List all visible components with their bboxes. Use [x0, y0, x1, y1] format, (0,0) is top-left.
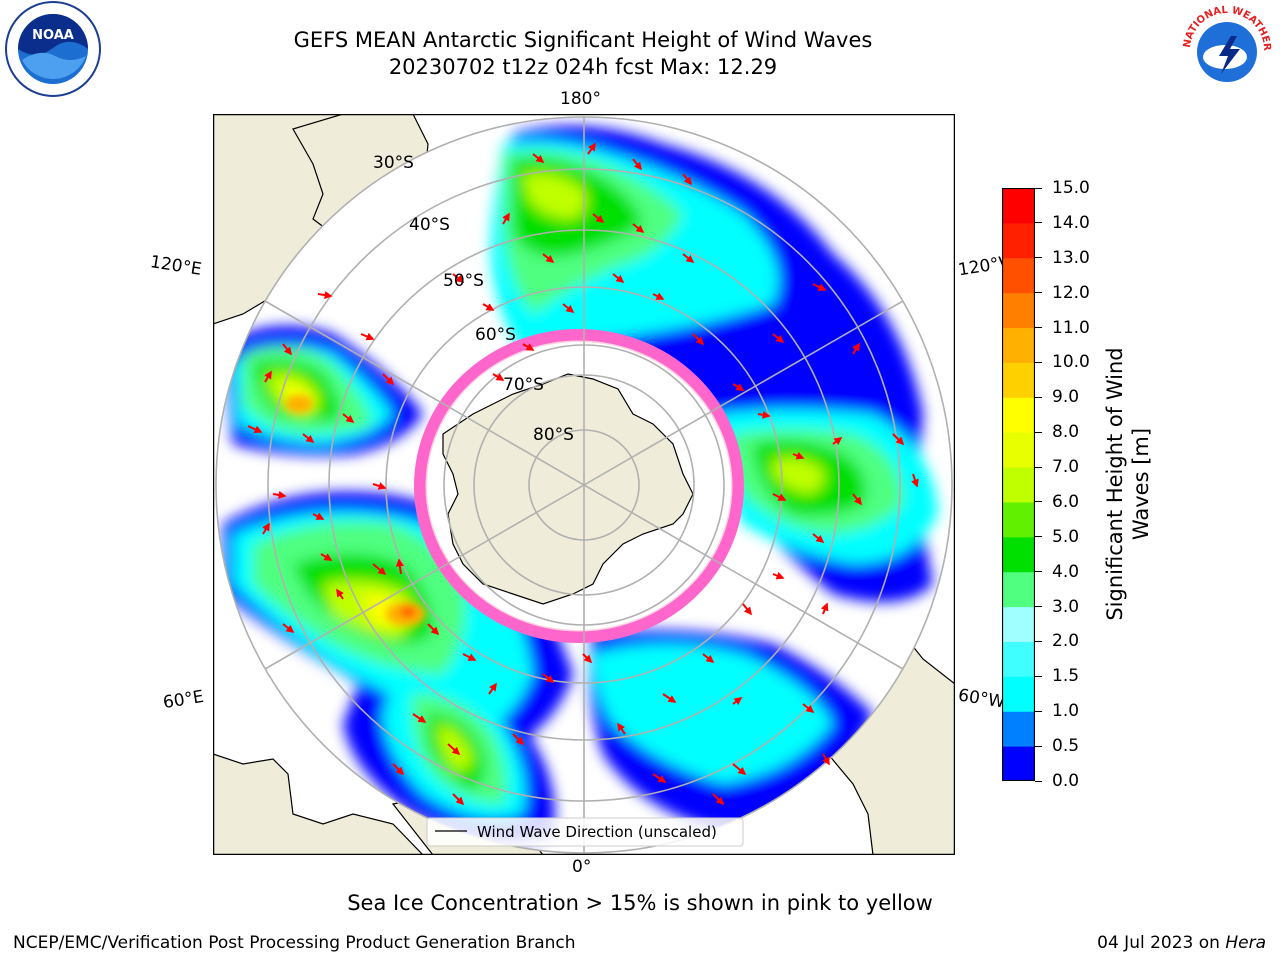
colorbar-tick-mark	[1035, 396, 1042, 398]
lon-label-60e: 60°E	[161, 686, 206, 714]
map-title: GEFS MEAN Antarctic Significant Height o…	[293, 28, 873, 52]
colorbar-band	[1002, 571, 1035, 608]
colorbar-tick-label: 15.0	[1052, 178, 1090, 198]
colorbar-label: Significant Height of Wind Waves [m]	[1103, 347, 1153, 621]
lat-label-50s: 50°S	[443, 271, 484, 291]
map-frame	[213, 114, 955, 855]
colorbar-band	[1002, 641, 1035, 677]
colorbar-band	[1002, 536, 1035, 573]
colorbar-tick-mark	[1035, 327, 1042, 329]
nws-logo: NATIONAL WEATHER SERVICE	[1176, 0, 1273, 98]
lon-label-60w: 60°W	[956, 685, 1007, 713]
colorbar-band	[1002, 711, 1035, 747]
lat-label-70s: 70°S	[503, 375, 544, 395]
colorbar-band	[1002, 188, 1035, 224]
antarctic-wave-map: 30°S 40°S 50°S 60°S 70°S 80°S Wind Wave …	[213, 114, 955, 855]
footer-machine: Hera	[1225, 933, 1266, 953]
colorbar-tick-label: 12.0	[1052, 282, 1090, 303]
sea-ice-note: Sea Ice Concentration > 15% is shown in …	[347, 891, 933, 915]
lon-label-120e: 120°E	[148, 252, 203, 280]
lat-label-60s: 60°S	[475, 325, 516, 345]
colorbar-tick-label: 5.0	[1052, 526, 1080, 547]
colorbar-tick-label: 1.0	[1052, 701, 1080, 722]
colorbar-band	[1002, 606, 1035, 642]
graticule	[215, 116, 953, 854]
colorbar-tick-mark	[1035, 745, 1042, 747]
colorbar-tick-label: 9.0	[1052, 387, 1080, 408]
colorbar-frame	[1002, 188, 1035, 781]
colorbar-tick-mark	[1035, 536, 1042, 538]
colorbar-band	[1002, 501, 1035, 538]
colorbar-tick-mark	[1035, 361, 1042, 363]
lon-label-0: 0°	[572, 857, 592, 877]
colorbar-tick-mark	[1035, 501, 1042, 503]
colorbar-tick-label: 0.5	[1052, 736, 1080, 757]
noaa-logo: NOAA	[5, 1, 101, 97]
sea-ice-ring	[414, 329, 744, 643]
legend-label: Wind Wave Direction (unscaled)	[477, 823, 717, 841]
colorbar-band	[1002, 676, 1035, 712]
colorbar-tick-label: 4.0	[1052, 561, 1080, 582]
footer-date: 04 Jul 2023 on Hera	[1097, 933, 1266, 953]
lon-label-180: 180°	[560, 89, 601, 109]
lat-label-30s: 30°S	[373, 153, 414, 173]
colorbar-tick-mark	[1035, 431, 1042, 433]
colorbar-band	[1002, 222, 1035, 259]
wind-wave-arrows	[247, 142, 919, 806]
map-subtitle: 20230702 t12z 024h fcst Max: 12.29	[388, 55, 778, 79]
colorbar-tick-label: 0.0	[1052, 771, 1080, 791]
footer-credit: NCEP/EMC/Verification Post Processing Pr…	[13, 933, 576, 953]
colorbar-tick-mark	[1035, 222, 1042, 224]
colorbar-tick-mark	[1035, 257, 1042, 259]
colorbar-band	[1002, 397, 1035, 433]
colorbar-tick-label: 14.0	[1052, 212, 1090, 233]
colorbar-band	[1002, 746, 1035, 781]
colorbar-tick-mark	[1035, 710, 1042, 712]
lat-label-80s: 80°S	[533, 425, 574, 445]
colorbar-tick-mark	[1035, 606, 1042, 608]
colorbar-tick-mark	[1035, 466, 1042, 468]
colorbar-tick-mark	[1035, 640, 1042, 642]
colorbar-tick-label: 3.0	[1052, 596, 1080, 617]
colorbar-tick-label: 10.0	[1052, 352, 1090, 373]
colorbar	[1002, 188, 1035, 781]
colorbar-tick-mark	[1035, 571, 1042, 573]
colorbar-band	[1002, 467, 1035, 503]
colorbar-tick-label: 7.0	[1052, 457, 1080, 478]
lat-label-40s: 40°S	[409, 215, 450, 235]
noaa-logo-text: NOAA	[32, 28, 74, 43]
colorbar-tick-mark	[1035, 675, 1042, 677]
colorbar-tick-label: 1.5	[1052, 666, 1080, 687]
colorbar-band	[1002, 432, 1035, 468]
colorbar-band	[1002, 327, 1035, 363]
colorbar-band	[1002, 362, 1035, 398]
colorbar-band	[1002, 257, 1035, 294]
colorbar-tick-mark	[1035, 292, 1042, 294]
colorbar-tick-mark	[1035, 780, 1042, 782]
colorbar-tick-mark	[1035, 187, 1042, 189]
colorbar-tick-label: 8.0	[1052, 422, 1080, 443]
colorbar-tick-label: 11.0	[1052, 317, 1090, 338]
map-legend: Wind Wave Direction (unscaled)	[426, 817, 744, 847]
colorbar-band	[1002, 292, 1035, 329]
colorbar-tick-label: 6.0	[1052, 491, 1080, 512]
colorbar-tick-label: 13.0	[1052, 247, 1090, 268]
colorbar-tick-label: 2.0	[1052, 631, 1080, 652]
